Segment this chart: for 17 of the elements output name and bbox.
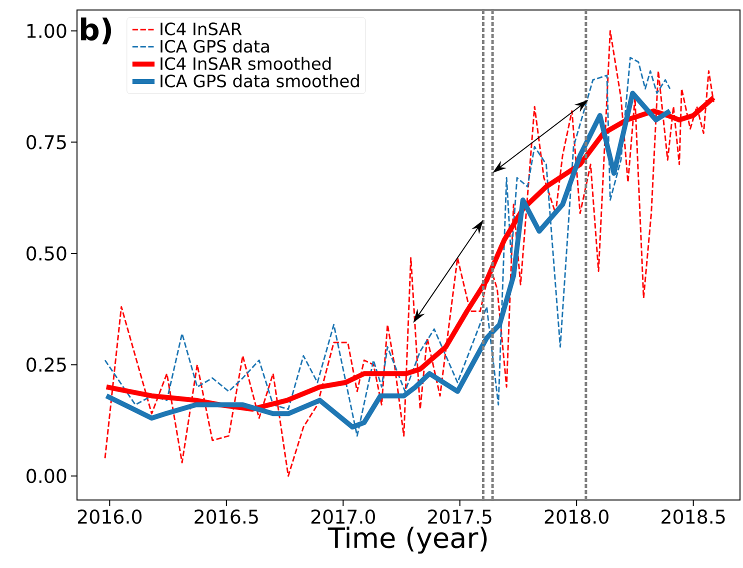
legend-label: ICA GPS data [160,40,269,53]
x-tick-label: 2018.0 [544,510,608,524]
x-tick-label: 2018.5 [662,510,725,524]
y-tick-label: 0.25 [26,358,66,372]
x-tick-label: 2016.0 [78,510,142,524]
y-tick-label: 1.00 [27,24,66,38]
x-tick-label: 2016.5 [194,510,258,524]
x-tick-label: 2017.0 [311,510,375,524]
legend-label: ICA GPS data smoothed [160,74,359,88]
y-tick-label: 0.50 [26,246,66,261]
legend-label: IC4 InSAR [160,22,242,36]
annotation: b) [81,18,112,44]
y-tick-label: 0.75 [26,135,66,150]
x-axis-title: Time (year) [328,526,487,554]
x-tick-label: 2017.5 [428,510,492,524]
y-tick-label: 0.00 [26,468,66,484]
legend-label: IC4 InSAR smoothed [160,56,331,70]
